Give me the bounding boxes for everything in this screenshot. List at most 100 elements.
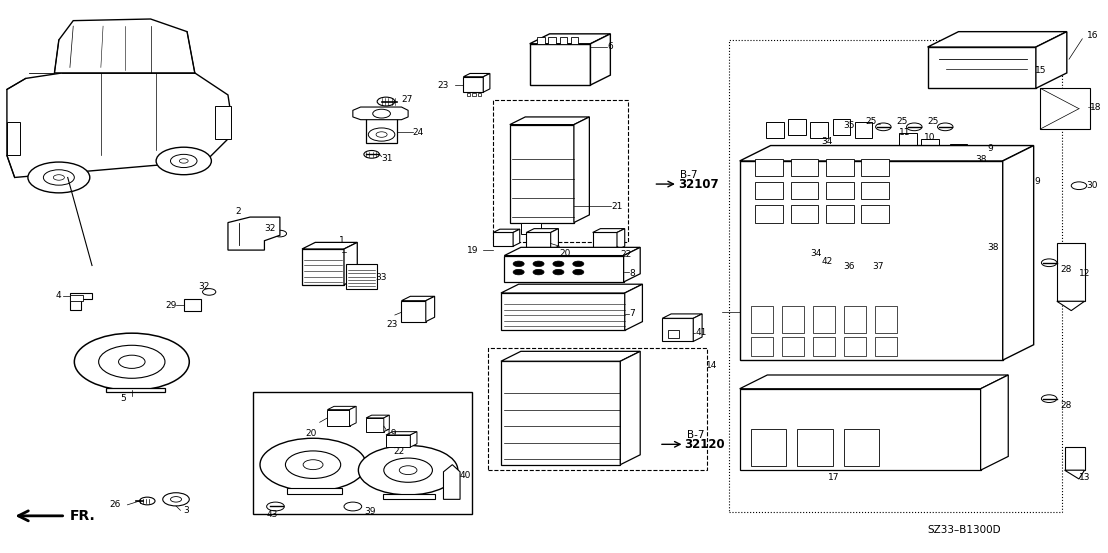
Bar xyxy=(401,301,425,322)
Bar xyxy=(781,337,803,356)
Text: 22: 22 xyxy=(620,250,632,259)
Text: 32120: 32120 xyxy=(685,438,725,451)
Polygon shape xyxy=(504,247,640,255)
Text: 24: 24 xyxy=(412,128,423,137)
Circle shape xyxy=(260,439,366,491)
Circle shape xyxy=(399,466,417,474)
Text: 33: 33 xyxy=(375,273,387,282)
Polygon shape xyxy=(410,432,417,447)
Text: 42: 42 xyxy=(821,257,833,265)
Polygon shape xyxy=(526,228,558,232)
Text: 25: 25 xyxy=(865,117,876,126)
Circle shape xyxy=(875,123,891,131)
Bar xyxy=(504,255,624,282)
Bar xyxy=(1005,169,1033,190)
Text: 40: 40 xyxy=(460,471,471,480)
Text: 31: 31 xyxy=(381,154,393,163)
Polygon shape xyxy=(1040,88,1090,129)
Polygon shape xyxy=(1036,32,1067,88)
Bar xyxy=(790,205,818,222)
Text: FR.: FR. xyxy=(70,509,95,523)
Polygon shape xyxy=(981,375,1008,470)
Polygon shape xyxy=(501,351,640,361)
Bar xyxy=(788,119,806,134)
Text: 10: 10 xyxy=(924,133,936,142)
Text: 19: 19 xyxy=(386,429,398,438)
Text: 23: 23 xyxy=(438,81,449,90)
Polygon shape xyxy=(343,242,357,285)
Polygon shape xyxy=(1057,301,1085,311)
Text: 4: 4 xyxy=(55,291,61,300)
Polygon shape xyxy=(401,296,434,301)
Text: 41: 41 xyxy=(696,328,707,337)
Bar xyxy=(254,392,472,514)
Polygon shape xyxy=(1065,470,1085,479)
Text: 37: 37 xyxy=(872,262,884,271)
Bar xyxy=(825,205,853,222)
Text: 3: 3 xyxy=(184,506,189,515)
Polygon shape xyxy=(624,247,640,282)
Bar xyxy=(781,306,803,332)
Text: 29: 29 xyxy=(165,301,176,310)
Text: 20: 20 xyxy=(560,249,571,258)
Polygon shape xyxy=(106,388,165,392)
Circle shape xyxy=(140,497,155,505)
Text: 30: 30 xyxy=(1087,181,1098,190)
Circle shape xyxy=(553,261,564,267)
Circle shape xyxy=(99,345,165,378)
Bar xyxy=(751,337,773,356)
Text: 23: 23 xyxy=(386,320,398,330)
Circle shape xyxy=(43,170,74,185)
Polygon shape xyxy=(328,406,356,410)
Polygon shape xyxy=(625,284,643,331)
Bar xyxy=(493,232,513,246)
Polygon shape xyxy=(574,117,589,222)
Text: SZ33–B1300D: SZ33–B1300D xyxy=(927,525,1002,535)
Bar xyxy=(843,306,865,332)
Polygon shape xyxy=(483,74,490,92)
Bar xyxy=(328,410,349,426)
Text: 22: 22 xyxy=(393,447,406,456)
Text: 38: 38 xyxy=(987,243,998,252)
Polygon shape xyxy=(694,314,702,341)
Text: 15: 15 xyxy=(1035,66,1046,75)
Text: 25: 25 xyxy=(927,117,938,126)
Bar xyxy=(797,429,832,466)
Circle shape xyxy=(1071,182,1087,190)
Text: 26: 26 xyxy=(110,500,121,509)
Circle shape xyxy=(1042,259,1057,267)
Bar xyxy=(740,161,1003,360)
Bar xyxy=(854,122,872,138)
Bar xyxy=(488,348,707,470)
Bar xyxy=(810,122,828,138)
Text: 13: 13 xyxy=(1079,473,1090,482)
Bar xyxy=(861,182,889,200)
Circle shape xyxy=(372,109,390,118)
Bar xyxy=(560,37,567,44)
Circle shape xyxy=(203,289,216,295)
Text: 43: 43 xyxy=(267,510,278,519)
Text: 18: 18 xyxy=(1090,102,1101,112)
Circle shape xyxy=(28,162,90,193)
Bar xyxy=(501,293,625,331)
Bar xyxy=(366,117,397,143)
Text: 27: 27 xyxy=(401,95,413,104)
Text: 9: 9 xyxy=(987,144,993,153)
Circle shape xyxy=(533,261,544,267)
Bar xyxy=(386,435,410,447)
Text: 11: 11 xyxy=(899,128,911,137)
Text: 34: 34 xyxy=(810,249,822,258)
Circle shape xyxy=(553,269,564,275)
Polygon shape xyxy=(54,19,195,73)
Bar xyxy=(825,159,853,176)
Polygon shape xyxy=(463,74,490,77)
Circle shape xyxy=(119,355,145,368)
Bar xyxy=(668,330,679,338)
Circle shape xyxy=(74,333,189,390)
Circle shape xyxy=(513,269,524,275)
Text: 19: 19 xyxy=(468,246,479,254)
Bar xyxy=(751,429,786,466)
Bar xyxy=(346,264,377,289)
Bar xyxy=(950,144,967,160)
Polygon shape xyxy=(382,494,434,499)
